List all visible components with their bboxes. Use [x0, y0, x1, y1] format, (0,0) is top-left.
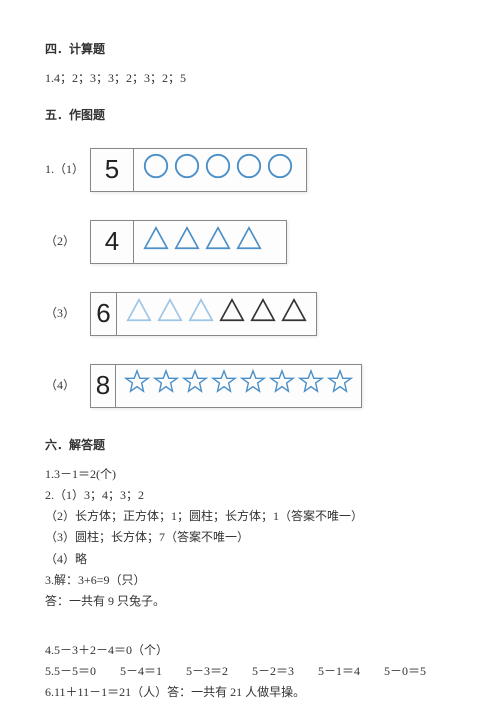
section6-lines2: 4.5－3＋2－4＝0（个） 5.5－5＝0 5－4＝1 5－3＝2 5－2＝3 … [45, 641, 455, 703]
figure-row: （3）6 [45, 292, 455, 336]
triangle-icon [125, 296, 153, 330]
star-icon [269, 369, 295, 401]
star-icon [124, 369, 150, 401]
figure-number: 6 [91, 293, 117, 335]
worksheet-page: 四．计算题 1.4；2；3；3；2；3；2；5 五．作图题 1.（1）5（2）4… [0, 0, 500, 725]
answer-line: 1.3－1＝2(个) [45, 465, 455, 484]
figure-shapes [134, 221, 271, 263]
triangle-icon [235, 224, 263, 258]
section6-lines1: 1.3－1＝2(个) 2.（1）3；4；3；2 （2）长方体；正方体；1；圆柱；长方… [45, 465, 455, 590]
figure-box: 4 [90, 220, 287, 264]
answer-line: （3）圆柱；长方体；7（答案不唯一） [45, 528, 455, 547]
star-icon [211, 369, 237, 401]
figures-container: 1.（1）5 （2）4 （3）6 （4）8 [45, 148, 455, 408]
star-icon [182, 369, 208, 401]
figure-row: （4）8 [45, 364, 455, 408]
star-icon [298, 369, 324, 401]
answer-line: 6.11＋11－1＝21（人）答：一共有 21 人做早操。 [45, 683, 455, 702]
section5-title: 五．作图题 [45, 106, 455, 125]
figure-box: 6 [90, 292, 317, 336]
answer-line: 5.5－5＝0 5－4＝1 5－3＝2 5－2＝3 5－1＝4 5－0＝5 [45, 662, 455, 681]
figure-number: 4 [91, 221, 134, 263]
figure-shapes [116, 365, 361, 407]
section4-q1: 1.4；2；3；3；2；3；2；5 [45, 69, 455, 88]
circle-icon [142, 152, 170, 186]
figure-box: 8 [90, 364, 362, 408]
answer-line: （4）略 [45, 550, 455, 569]
figure-number: 8 [91, 365, 116, 407]
section6-answer3: 答：一共有 9 只兔子。 [45, 592, 455, 611]
star-icon [327, 369, 353, 401]
circle-icon [173, 152, 201, 186]
figure-label: （3） [45, 304, 90, 323]
star-icon [153, 369, 179, 401]
triangle-icon [249, 296, 277, 330]
figure-label: （4） [45, 376, 90, 395]
triangle-icon [218, 296, 246, 330]
star-icon [240, 369, 266, 401]
triangle-icon [173, 224, 201, 258]
figure-shapes [134, 149, 302, 191]
section6: 六．解答题 1.3－1＝2(个) 2.（1）3；4；3；2 （2）长方体；正方体；1… [45, 436, 455, 703]
triangle-icon [187, 296, 215, 330]
triangle-icon [280, 296, 308, 330]
triangle-icon [204, 224, 232, 258]
figure-row: （2）4 [45, 220, 455, 264]
circle-icon [204, 152, 232, 186]
circle-icon [266, 152, 294, 186]
figure-number: 5 [91, 149, 134, 191]
figure-row: 1.（1）5 [45, 148, 455, 192]
figure-label: 1.（1） [45, 160, 90, 179]
section6-title: 六．解答题 [45, 436, 455, 455]
figure-label: （2） [45, 232, 90, 251]
figure-box: 5 [90, 148, 307, 192]
triangle-icon [156, 296, 184, 330]
figure-shapes [117, 293, 316, 335]
answer-line: 2.（1）3；4；3；2 [45, 486, 455, 505]
section4-title: 四．计算题 [45, 40, 455, 59]
circle-icon [235, 152, 263, 186]
answer-line: 3.解：3+6=9（只） [45, 571, 455, 590]
triangle-icon [142, 224, 170, 258]
answer-line: （2）长方体；正方体；1；圆柱；长方体；1（答案不唯一） [45, 507, 455, 526]
answer-line: 4.5－3＋2－4＝0（个） [45, 641, 455, 660]
